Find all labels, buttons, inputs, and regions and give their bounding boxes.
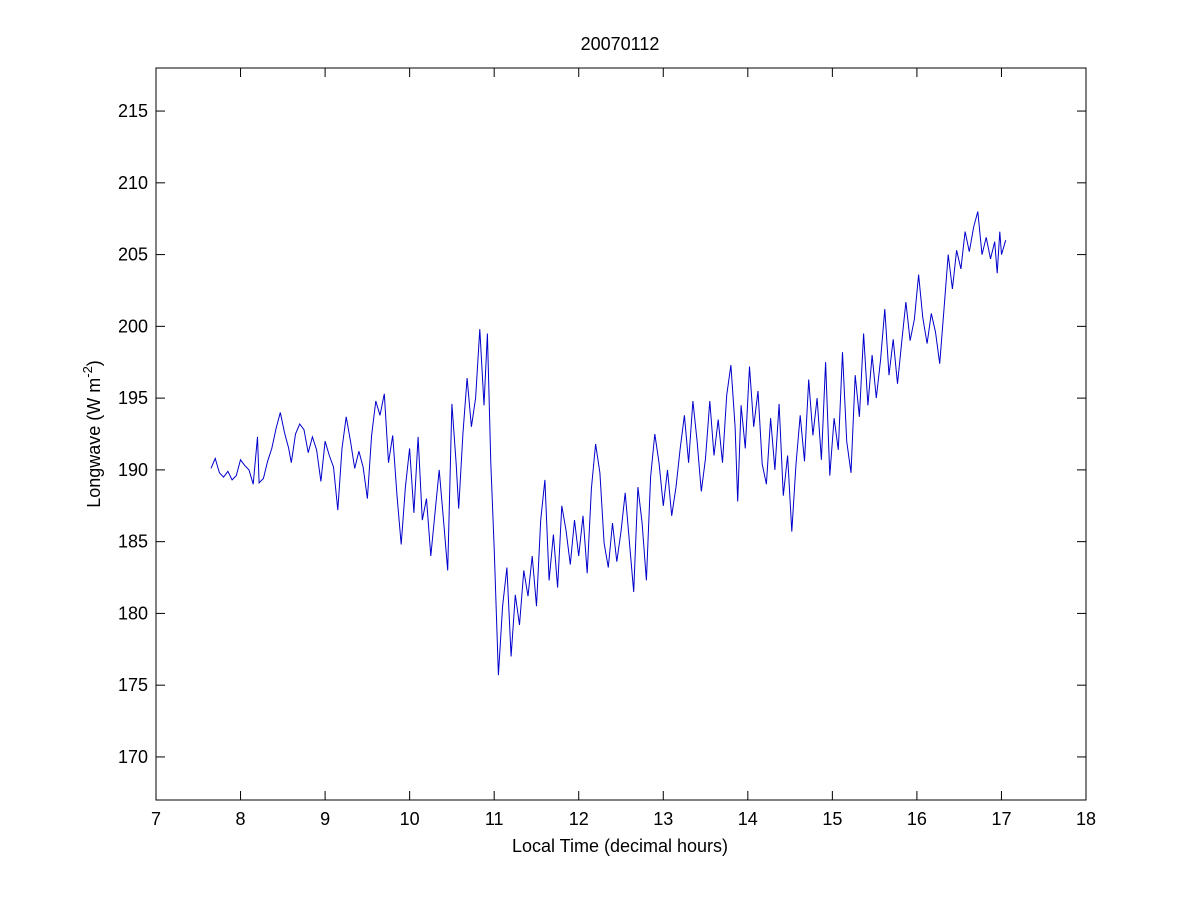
y-axis: 170 175 180 185 190 195 200 205 210 215 [118, 101, 1086, 767]
y-tick-label: 215 [118, 101, 148, 121]
x-axis: 7 8 9 10 11 12 13 14 15 16 17 18 [151, 68, 1096, 829]
x-tick-label: 15 [822, 809, 842, 829]
x-tick-label: 14 [738, 809, 758, 829]
y-tick-label: 180 [118, 603, 148, 623]
plot-area [155, 67, 1087, 801]
y-tick-label: 190 [118, 460, 148, 480]
y-tick-label: 205 [118, 245, 148, 265]
x-tick-label: 10 [400, 809, 420, 829]
y-tick-label: 175 [118, 675, 148, 695]
x-axis-label: Local Time (decimal hours) [512, 836, 728, 856]
longwave-series-line [210, 211, 1007, 676]
y-axis-label-text: Longwave (W m [84, 378, 104, 508]
y-axis-label-close: ) [84, 360, 104, 366]
x-tick-label: 8 [236, 809, 246, 829]
y-axis-label-superscript: -2 [80, 366, 95, 378]
x-tick-label: 9 [320, 809, 330, 829]
x-tick-label: 13 [653, 809, 673, 829]
x-tick-label: 16 [907, 809, 927, 829]
chart-title: 20070112 [581, 34, 660, 54]
x-tick-label: 11 [485, 809, 504, 829]
x-tick-label: 18 [1076, 809, 1096, 829]
y-tick-label: 170 [118, 747, 148, 767]
x-tick-label: 12 [569, 809, 589, 829]
y-axis-label: Longwave (W m-2) [80, 360, 104, 508]
y-tick-label: 210 [118, 173, 148, 193]
y-tick-label: 185 [118, 532, 148, 552]
y-tick-label: 195 [118, 388, 148, 408]
x-tick-label: 7 [151, 809, 161, 829]
x-tick-label: 17 [991, 809, 1011, 829]
y-tick-label: 200 [118, 316, 148, 336]
